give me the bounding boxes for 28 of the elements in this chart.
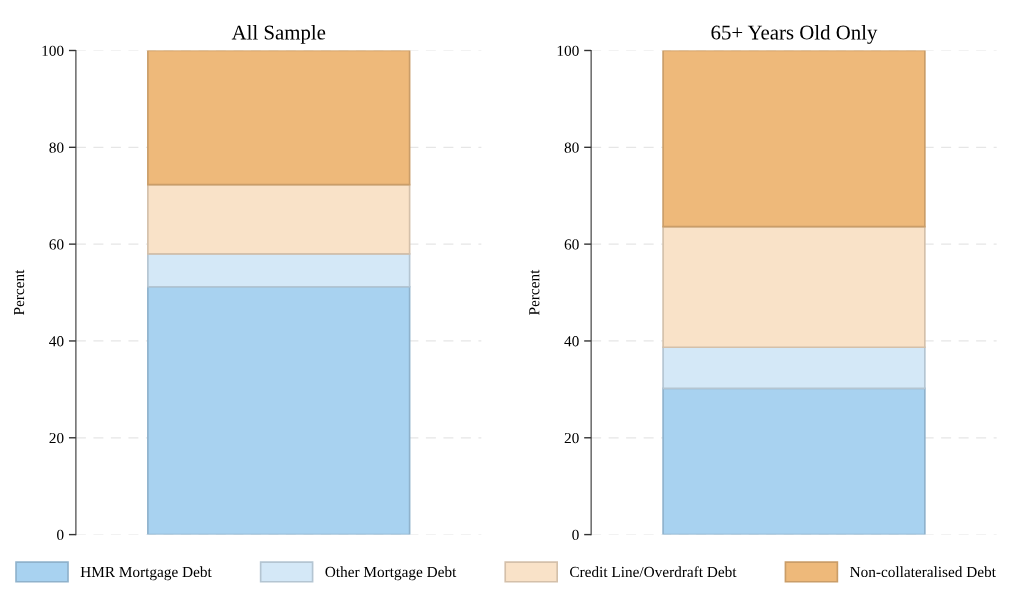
y-tick-label: 0 (572, 529, 579, 541)
y-axis-title: Percent (14, 269, 25, 316)
bar (662, 225, 926, 349)
y-tick-label: 0 (57, 529, 64, 541)
y-tick-label: 20 (49, 432, 64, 444)
y-tick-label: 60 (49, 239, 64, 250)
bar (662, 387, 926, 535)
y-axis-title: Percent (529, 269, 540, 316)
bar (662, 346, 926, 390)
y-tick-label: 80 (564, 142, 579, 153)
legend-label: Non-collateralised Debt (850, 566, 996, 578)
y-tick-label: 40 (564, 336, 579, 347)
y-tick-label: 60 (564, 239, 579, 250)
y-tick-label: 100 (557, 45, 579, 56)
bar (147, 252, 411, 288)
bar (147, 285, 411, 535)
legend-label: Other Mortgage Debt (325, 566, 457, 581)
legend-label: HMR Mortgage Debt (80, 566, 212, 581)
y-tick-label: 20 (564, 432, 579, 444)
bar (147, 183, 411, 255)
chart-title: All Sample (231, 24, 326, 44)
chart-title: 65+ Years Old Only (711, 24, 878, 44)
y-tick-label: 80 (49, 142, 64, 153)
y-tick-label: 100 (42, 45, 64, 56)
bar (147, 50, 411, 186)
bar (662, 50, 926, 228)
y-tick-label: 40 (49, 336, 64, 347)
legend-label: Credit Line/Overdraft Debt (570, 566, 737, 578)
